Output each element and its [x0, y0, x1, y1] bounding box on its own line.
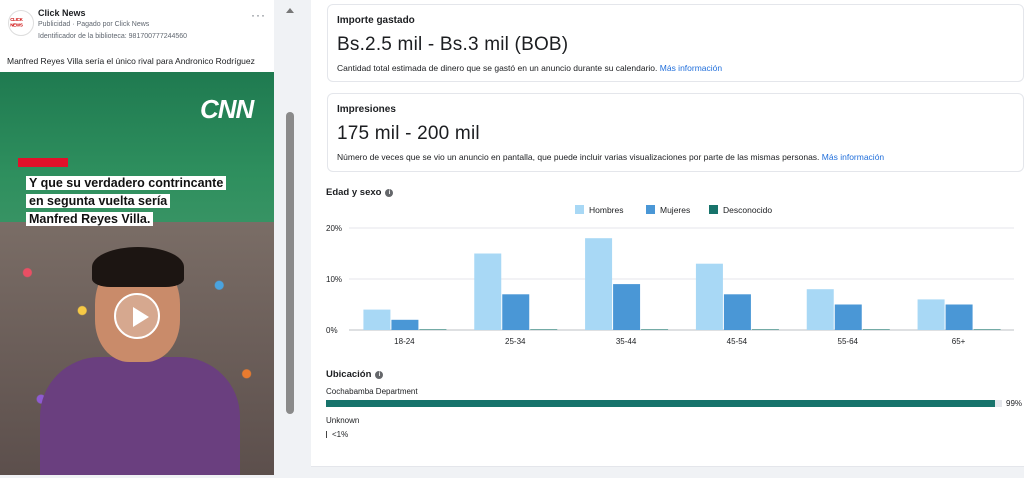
ad-preview-panel: CLICK NEWS Click News Publicidad · Pagad… [0, 0, 274, 475]
person-hair [92, 247, 184, 287]
location-bar-unknown [326, 431, 327, 438]
bar-desconocido-25-34 [530, 329, 558, 330]
ad-header: CLICK NEWS Click News Publicidad · Pagad… [8, 8, 268, 48]
bar-desconocido-55-64 [862, 329, 890, 330]
spend-description-text: Cantidad total estimada de dinero que se… [337, 63, 658, 73]
person-shirt [40, 357, 240, 475]
location-name-cochabamba: Cochabamba Department [326, 387, 418, 396]
headline-line-2: en segunta vuelta sería [26, 194, 171, 208]
bar-desconocido-18-24 [419, 329, 447, 330]
ad-caption: Manfred Reyes Villa sería el único rival… [7, 56, 255, 66]
bar-hombres-65+ [917, 299, 945, 330]
location-pct-unknown: <1% [332, 430, 349, 439]
location-title-text: Ubicación [326, 369, 372, 380]
x-tick-label: 18-24 [394, 337, 415, 346]
spend-value: Bs.2.5 mil - Bs.3 mil (BOB) [337, 34, 569, 55]
bar-mujeres-55-64 [834, 304, 862, 330]
bar-hombres-35-44 [585, 238, 613, 330]
spend-description: Cantidad total estimada de dinero que se… [337, 63, 722, 73]
age-gender-title: Edad y sexo i [326, 187, 394, 198]
play-icon[interactable] [114, 293, 160, 339]
location-title: Ubicación i [326, 369, 384, 380]
impressions-label: Impresiones [337, 104, 396, 115]
more-options-icon[interactable]: ··· [251, 8, 266, 22]
legend-swatch [646, 205, 655, 214]
headline-line-3: Manfred Reyes Villa. [26, 212, 154, 226]
bar-hombres-25-34 [474, 253, 502, 330]
x-tick-label: 65+ [952, 337, 966, 346]
headline-accent-bar [18, 158, 68, 167]
bar-desconocido-35-44 [641, 329, 669, 330]
info-icon[interactable]: i [385, 189, 394, 197]
ad-details-panel: Importe gastado Bs.2.5 mil - Bs.3 mil (B… [311, 0, 1024, 478]
spend-more-info-link[interactable]: Más información [659, 63, 723, 73]
bar-mujeres-45-54 [723, 294, 751, 330]
impressions-value: 175 mil - 200 mil [337, 123, 480, 144]
bar-mujeres-65+ [945, 304, 973, 330]
video-person-image [40, 247, 240, 475]
ad-sponsored-meta: Publicidad · Pagado por Click News [38, 21, 150, 28]
cnn-logo: CNN [200, 94, 254, 124]
headline-line-1: Y que su verdadero contrincante [26, 176, 227, 190]
bar-hombres-55-64 [806, 289, 834, 330]
info-icon[interactable]: i [375, 371, 384, 379]
bar-desconocido-45-54 [751, 329, 779, 330]
bar-mujeres-25-34 [502, 294, 530, 330]
spend-label: Importe gastado [337, 15, 415, 26]
x-tick-label: 25-34 [505, 337, 526, 346]
bar-desconocido-65+ [973, 329, 1001, 330]
legend-swatch [709, 205, 718, 214]
page-avatar[interactable]: CLICK NEWS [8, 10, 34, 36]
y-tick-label: 0% [326, 326, 338, 335]
y-tick-label: 20% [326, 224, 342, 233]
y-tick-label: 10% [326, 275, 342, 284]
impressions-card: Impresiones 175 mil - 200 mil Número de … [327, 93, 1024, 172]
impressions-description-text: Número de veces que se vio un anuncio en… [337, 152, 820, 162]
legend-label: Mujeres [660, 205, 690, 215]
scroll-up-icon[interactable] [286, 8, 294, 13]
legend-swatch [575, 205, 584, 214]
legend-label: Hombres [589, 205, 623, 215]
x-tick-label: 55-64 [838, 337, 859, 346]
x-tick-label: 35-44 [616, 337, 637, 346]
bar-hombres-18-24 [363, 309, 391, 330]
ad-video[interactable]: CNN Y que su verdadero contrincante en s… [0, 72, 274, 475]
video-headline: Y que su verdadero contrincante en segun… [26, 174, 258, 228]
next-card-edge [311, 466, 1024, 478]
location-bar-track [326, 400, 1002, 407]
location-bar-cochabamba [326, 400, 996, 407]
location-name-unknown: Unknown [326, 416, 360, 425]
impressions-description: Número de veces que se vio un anuncio en… [337, 152, 884, 162]
age-gender-chart: 0% 10% 20% Hombres Mujeres Desconocido 18-24 25… [326, 205, 1014, 346]
x-tick-label: 45-54 [727, 337, 748, 346]
bar-hombres-45-54 [695, 263, 723, 330]
bar-mujeres-35-44 [613, 284, 641, 330]
impressions-more-info-link[interactable]: Más información [821, 152, 885, 162]
location-pct-cochabamba: 99% [1006, 399, 1023, 408]
scrollbar-thumb[interactable] [286, 112, 294, 414]
spend-card: Importe gastado Bs.2.5 mil - Bs.3 mil (B… [327, 4, 1024, 82]
bar-mujeres-18-24 [391, 319, 419, 330]
library-id: Identificador de la biblioteca: 98170077… [38, 33, 188, 40]
age-gender-title-text: Edad y sexo [326, 187, 382, 198]
page-name[interactable]: Click News [38, 8, 86, 18]
avatar-text: CLICK NEWS [10, 17, 23, 29]
legend-label: Desconocido [723, 205, 772, 215]
